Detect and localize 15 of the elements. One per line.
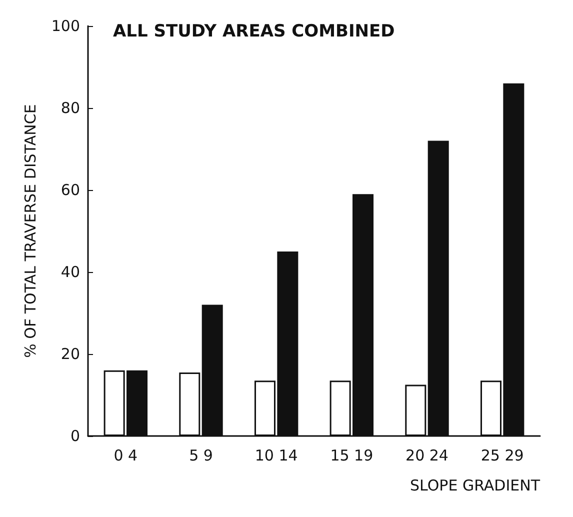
x-tick-label: 5 9 xyxy=(189,446,213,464)
x-tick-label: 15 19 xyxy=(330,446,374,464)
chart-title: ALL STUDY AREAS COMBINED xyxy=(113,22,395,42)
x-tick-label: 10 14 xyxy=(254,446,298,464)
x-tick-label: 0 4 xyxy=(114,446,138,464)
y-tick-label: 20 xyxy=(60,345,80,363)
y-tick-label: 100 xyxy=(51,17,80,35)
x-tick-label: 20 24 xyxy=(406,446,448,464)
y-tick-label: 0 xyxy=(70,427,80,445)
y-tick-label: 60 xyxy=(60,181,80,199)
y-axis-title: % OF TOTAL TRAVERSE DISTANCE xyxy=(22,104,40,358)
x-axis-title: SLOPE GRADIENT xyxy=(410,476,541,494)
x-tick-label: 25 29 xyxy=(480,446,524,464)
y-tick-label: 40 xyxy=(60,263,80,281)
y-tick-label: 80 xyxy=(60,99,80,117)
